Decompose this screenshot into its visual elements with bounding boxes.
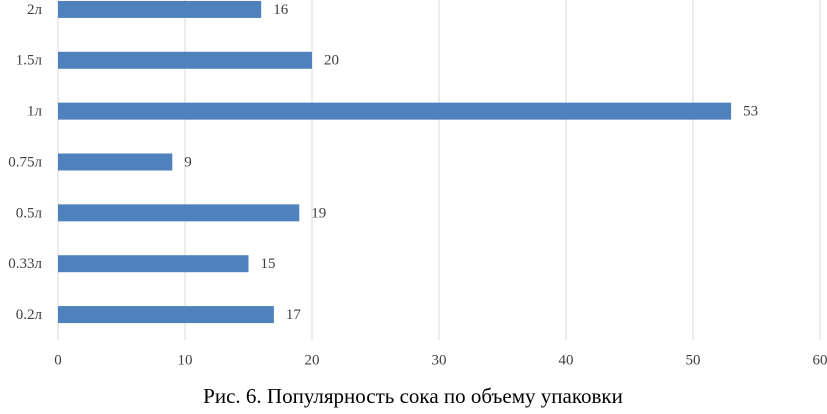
bar [58,306,274,324]
y-tick-label: 0.75л [8,154,42,170]
y-tick-label: 0.2л [16,307,43,323]
x-tick-label: 40 [559,352,574,368]
bar [58,0,262,18]
x-tick-label: 10 [178,352,193,368]
data-label: 16 [273,2,289,18]
data-label: 9 [184,154,192,170]
x-tick-label: 0 [54,352,62,368]
y-tick-label: 1л [27,104,43,120]
x-tick-label: 60 [813,352,827,368]
data-label: 17 [286,307,302,323]
data-label: 53 [743,104,758,120]
bar [58,51,312,69]
y-tick-label: 2л [27,2,43,18]
chart-title: Рис. 6. Популярность сока по объему упак… [203,384,623,408]
x-tick-label: 50 [686,352,701,368]
data-label: 15 [261,256,276,272]
bar [58,204,300,222]
data-label: 20 [324,53,339,69]
y-tick-label: 0.33л [8,256,42,272]
x-tick-label: 20 [305,352,320,368]
bar [58,102,732,120]
y-tick-label: 1.5л [16,53,43,69]
bar [58,255,249,273]
x-tick-label: 30 [432,352,447,368]
bar [58,153,173,171]
data-label: 19 [311,205,326,221]
y-tick-label: 0.5л [16,205,43,221]
